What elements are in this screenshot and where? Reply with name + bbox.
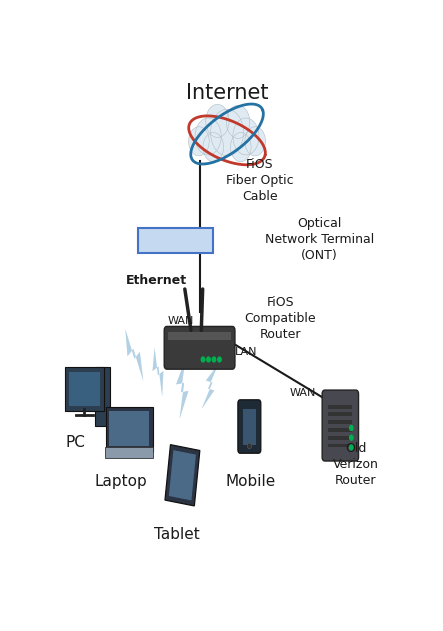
Circle shape	[218, 357, 221, 362]
Text: WAN: WAN	[289, 389, 316, 399]
Polygon shape	[202, 364, 218, 409]
Circle shape	[212, 357, 216, 362]
Polygon shape	[176, 359, 188, 419]
FancyBboxPatch shape	[328, 413, 352, 416]
Text: Ethernet: Ethernet	[126, 274, 187, 286]
Text: LAN: LAN	[235, 346, 257, 357]
Circle shape	[203, 133, 224, 162]
FancyBboxPatch shape	[322, 390, 358, 461]
FancyBboxPatch shape	[95, 367, 109, 426]
Circle shape	[210, 109, 244, 156]
Polygon shape	[165, 445, 200, 506]
Circle shape	[207, 357, 210, 362]
Text: Internet: Internet	[186, 83, 268, 103]
Circle shape	[350, 425, 353, 430]
FancyBboxPatch shape	[238, 400, 261, 453]
Text: Tablet: Tablet	[154, 528, 200, 543]
Polygon shape	[152, 348, 163, 397]
Text: Mobile: Mobile	[226, 474, 276, 489]
FancyBboxPatch shape	[105, 447, 153, 458]
Circle shape	[245, 127, 265, 156]
Text: Optical
Network Terminal
(ONT): Optical Network Terminal (ONT)	[265, 218, 374, 262]
FancyBboxPatch shape	[328, 444, 352, 447]
Polygon shape	[125, 329, 144, 381]
Text: PC: PC	[66, 435, 85, 450]
Polygon shape	[202, 364, 218, 409]
Polygon shape	[169, 450, 196, 500]
FancyBboxPatch shape	[109, 411, 149, 447]
FancyBboxPatch shape	[328, 420, 352, 424]
Polygon shape	[152, 348, 163, 397]
FancyBboxPatch shape	[328, 436, 352, 440]
FancyBboxPatch shape	[138, 228, 213, 253]
FancyBboxPatch shape	[69, 372, 100, 406]
FancyBboxPatch shape	[65, 367, 104, 411]
Circle shape	[247, 443, 252, 449]
Text: FiOS
Fiber Optic
Cable: FiOS Fiber Optic Cable	[226, 158, 293, 203]
FancyBboxPatch shape	[328, 428, 352, 432]
FancyBboxPatch shape	[168, 332, 231, 340]
Text: WAN: WAN	[167, 316, 194, 326]
FancyBboxPatch shape	[328, 404, 352, 408]
Text: FiOS
Compatible
Router: FiOS Compatible Router	[245, 296, 316, 341]
FancyBboxPatch shape	[243, 409, 256, 445]
Circle shape	[350, 445, 353, 450]
Text: Laptop: Laptop	[94, 474, 147, 489]
Polygon shape	[125, 329, 144, 381]
Polygon shape	[176, 359, 188, 419]
Circle shape	[230, 133, 251, 162]
Circle shape	[201, 357, 205, 362]
FancyBboxPatch shape	[164, 326, 235, 369]
FancyBboxPatch shape	[105, 408, 153, 452]
Circle shape	[233, 118, 259, 155]
Circle shape	[195, 118, 221, 155]
Circle shape	[226, 105, 250, 138]
Circle shape	[350, 435, 353, 440]
Circle shape	[189, 127, 209, 156]
Circle shape	[206, 104, 229, 138]
Text: Old
Verizon
Router: Old Verizon Router	[333, 442, 379, 487]
